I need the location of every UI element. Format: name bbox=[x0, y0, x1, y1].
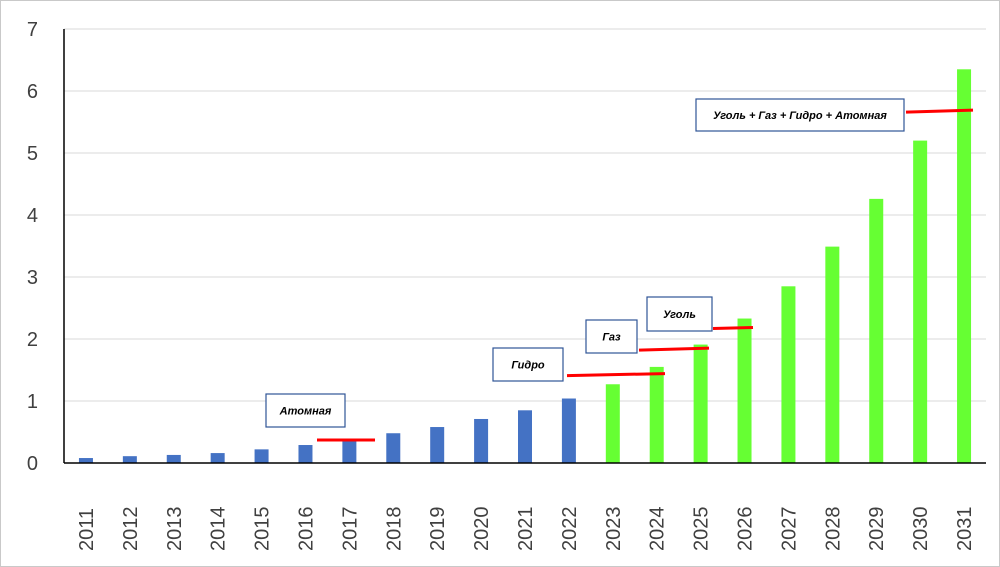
annotation-line-4 bbox=[712, 325, 754, 330]
x-tick-label-2015: 2015 bbox=[252, 507, 274, 552]
annotation-line-3 bbox=[638, 346, 710, 352]
y-tick-label: 7 bbox=[27, 19, 38, 41]
bar-2011 bbox=[78, 458, 93, 463]
bar-2025 bbox=[693, 344, 708, 463]
annotation-label-2: Гидро bbox=[511, 360, 545, 372]
bar-2030 bbox=[913, 140, 928, 463]
x-axis-tick-labels: 2011 2012 2013 2014 2015 2016 2017 2018 2019 2020… bbox=[76, 507, 976, 552]
x-tick-label-2030: 2030 bbox=[910, 507, 932, 552]
bar-2026 bbox=[737, 318, 752, 463]
x-tick-label-2018: 2018 bbox=[383, 507, 405, 552]
annotation-line-2 bbox=[566, 372, 666, 378]
bar-2019 bbox=[430, 427, 445, 463]
bar-2021 bbox=[518, 410, 532, 463]
bar-2017 bbox=[342, 440, 357, 463]
x-tick-label-2023: 2023 bbox=[603, 507, 625, 552]
x-tick-label-2029: 2029 bbox=[866, 507, 888, 552]
x-tick-label-2014: 2014 bbox=[208, 507, 230, 552]
x-tick-label-2021: 2021 bbox=[515, 507, 537, 552]
x-tick-label-2011: 2011 bbox=[76, 508, 98, 551]
x-tick-label-2022: 2022 bbox=[559, 507, 581, 552]
bars bbox=[78, 69, 972, 464]
y-tick-label: 4 bbox=[27, 205, 38, 227]
y-axis-tick-labels: 0 1 2 3 4 5 6 7 bbox=[27, 19, 38, 475]
bar-2029 bbox=[869, 198, 884, 463]
x-tick-label-2028: 2028 bbox=[822, 507, 844, 552]
annotation-label-5: Уголь + Газ + Гидро + Атомная bbox=[713, 110, 887, 122]
x-tick-label-2017: 2017 bbox=[339, 507, 361, 552]
y-tick-label: 1 bbox=[27, 391, 38, 413]
annotation-line-5 bbox=[905, 108, 974, 114]
x-tick-label-2012: 2012 bbox=[120, 507, 142, 552]
annotation-label-1: Атомная bbox=[279, 406, 332, 418]
bar-2013 bbox=[166, 454, 181, 463]
y-tick-label: 0 bbox=[27, 453, 38, 475]
x-tick-label-2027: 2027 bbox=[778, 507, 800, 552]
bar-2014 bbox=[210, 453, 225, 463]
y-tick-label: 3 bbox=[27, 267, 38, 289]
annotation-label-3: Газ bbox=[602, 332, 621, 344]
x-tick-label-2024: 2024 bbox=[647, 507, 669, 552]
y-tick-label: 6 bbox=[27, 81, 38, 103]
y-tick-label: 2 bbox=[27, 329, 38, 351]
axes bbox=[63, 29, 986, 464]
bar-2022 bbox=[561, 398, 576, 463]
x-tick-label-2013: 2013 bbox=[164, 507, 186, 552]
bar-2023 bbox=[605, 384, 620, 463]
annotation-label-4: Уголь bbox=[663, 309, 696, 321]
bar-2020 bbox=[474, 418, 489, 463]
x-tick-label-2025: 2025 bbox=[691, 507, 713, 552]
annotation-box-5 bbox=[695, 98, 905, 132]
annotation-lines bbox=[317, 108, 974, 442]
x-tick-label-2016: 2016 bbox=[295, 507, 317, 552]
x-tick-label-2019: 2019 bbox=[427, 507, 449, 552]
bar-2027 bbox=[781, 286, 796, 463]
bar-2015 bbox=[254, 449, 269, 463]
annotation-box-1 bbox=[265, 393, 346, 428]
bar-2028 bbox=[825, 246, 840, 463]
bar-2024 bbox=[649, 366, 664, 463]
grid-lines bbox=[64, 28, 986, 402]
annotation-boxes: Атомная Гидро Газ Уголь Уголь + Газ + Гидро … bbox=[265, 98, 905, 428]
x-tick-label-2031: 2031 bbox=[954, 507, 976, 552]
annotation-box-3 bbox=[585, 319, 638, 354]
annotation-box-4 bbox=[646, 296, 713, 332]
annotation-box-2 bbox=[492, 347, 564, 382]
x-tick-label-2026: 2026 bbox=[735, 507, 757, 552]
bar-2012 bbox=[122, 456, 137, 463]
y-tick-label: 5 bbox=[27, 143, 38, 165]
x-tick-label-2020: 2020 bbox=[471, 507, 493, 551]
bar-2016 bbox=[298, 445, 313, 463]
bar-2018 bbox=[386, 433, 401, 463]
bar-2031 bbox=[957, 69, 972, 464]
